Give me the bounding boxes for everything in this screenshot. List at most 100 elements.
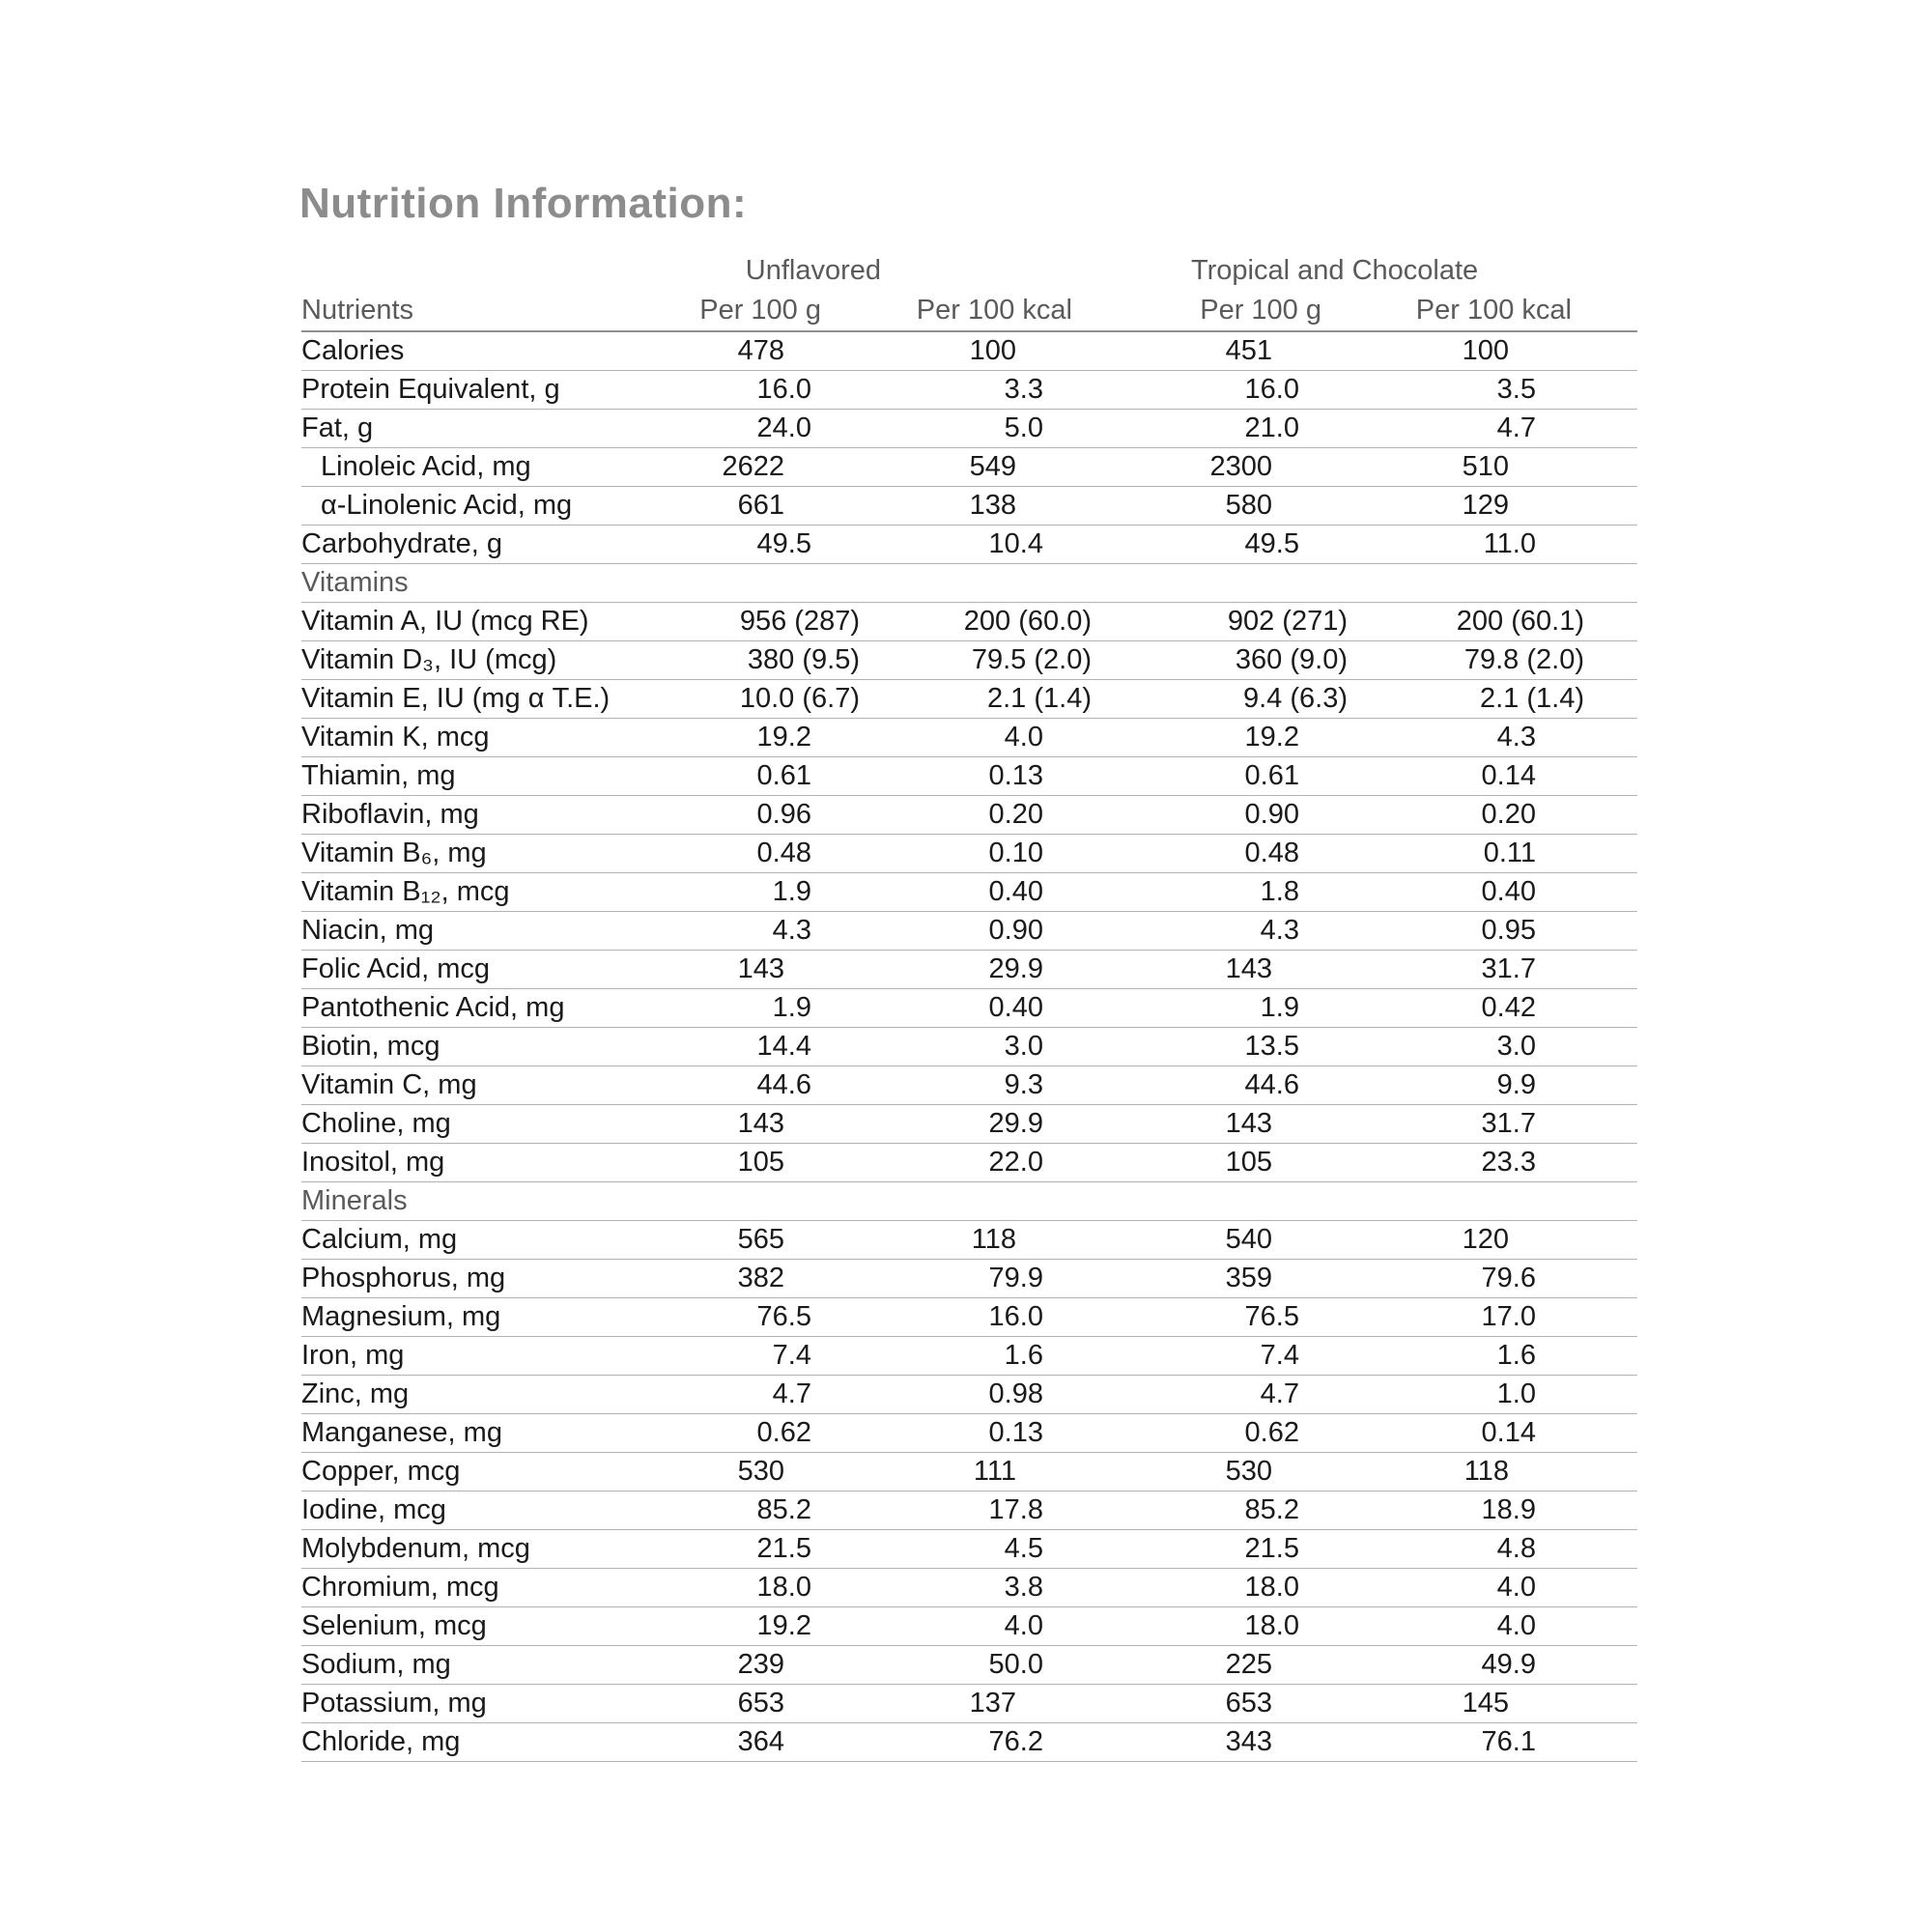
value-cell: 451	[1225, 335, 1272, 366]
value-cell: 17.0	[1481, 1301, 1536, 1332]
value-cell: 2622	[722, 451, 784, 482]
value-cell: 118	[1463, 1456, 1509, 1487]
value-cell: 100	[1462, 335, 1509, 366]
value-cell: 19.2	[756, 722, 811, 753]
row-label: Choline, mg	[301, 1108, 451, 1139]
value-cell: 4.0	[1004, 722, 1043, 753]
value-cell: 530	[1225, 1456, 1272, 1487]
row-label: Biotin, mcg	[301, 1031, 440, 1062]
value-cell: 200 (60.0)	[963, 606, 1092, 637]
table-row: Protein Equivalent, g 16.0 3.3 16.0 3.5	[301, 371, 1637, 410]
table-row: Niacin, mg 4.3 0.90 4.3 0.95	[301, 912, 1637, 951]
value-cell: 85.2	[756, 1494, 811, 1525]
value-cell: 0.98	[988, 1378, 1043, 1409]
value-cell: 0.40	[988, 876, 1043, 907]
value-cell: 18.0	[1244, 1572, 1299, 1603]
value-cell: 9.3	[1004, 1069, 1043, 1100]
value-cell: 4.3	[1496, 722, 1536, 753]
table-row: Sodium, mg 239 50.0 225 49.9	[301, 1646, 1637, 1685]
value-cell: 0.10	[988, 838, 1043, 868]
value-cell: 44.6	[1244, 1069, 1299, 1100]
value-cell: 4.7	[1260, 1378, 1299, 1409]
value-cell: 0.96	[756, 799, 811, 830]
table-row: Vitamin K, mcg 19.2 4.0 19.2 4.3	[301, 719, 1637, 757]
value-cell: 0.13	[988, 1417, 1043, 1448]
table-row: Calories 478 100 451 100	[301, 332, 1637, 371]
value-cell: 118	[971, 1224, 1016, 1255]
table-row: Calcium, mg 565 118 540 120	[301, 1221, 1637, 1260]
row-label: Iron, mg	[301, 1340, 405, 1371]
value-cell: 11.0	[1483, 528, 1536, 559]
row-label: Phosphorus, mg	[301, 1263, 506, 1293]
value-cell: 111	[973, 1456, 1016, 1487]
value-cell: 79.9	[988, 1263, 1043, 1293]
value-cell: 549	[969, 451, 1016, 482]
value-cell: 0.61	[1244, 760, 1299, 791]
row-label: Vitamin A, IU (mcg RE)	[301, 606, 589, 637]
value-cell: 239	[737, 1649, 784, 1680]
value-cell: 382	[737, 1263, 784, 1293]
table-row: Magnesium, mg 76.5 16.0 76.5 17.0	[301, 1298, 1637, 1337]
table-row: Riboflavin, mg 0.96 0.20 0.90 0.20	[301, 796, 1637, 835]
value-cell: 19.2	[756, 1610, 811, 1641]
value-cell: 3.0	[1004, 1031, 1043, 1062]
table-row: Selenium, mcg 19.2 4.0 18.0 4.0	[301, 1607, 1637, 1646]
value-cell: 360 (9.0)	[1235, 644, 1348, 675]
row-label: Chloride, mg	[301, 1726, 461, 1757]
value-cell: 510	[1462, 451, 1509, 482]
value-cell: 0.40	[988, 992, 1043, 1023]
value-cell: 10.4	[988, 528, 1043, 559]
value-cell: 0.40	[1481, 876, 1536, 907]
row-label: Vitamin E, IU (mg α T.E.)	[301, 683, 611, 714]
column-header-nutrients: Nutrients	[301, 295, 414, 326]
value-cell: 79.6	[1481, 1263, 1536, 1293]
group-header-unflavored: Unflavored	[745, 255, 881, 286]
row-label: α-Linolenic Acid, mg	[321, 490, 573, 521]
value-cell: 4.7	[1496, 412, 1536, 443]
column-header-cell: Per 100 g	[1043, 290, 1321, 330]
table-row: Molybdenum, mcg 21.5 4.5 21.5 4.8	[301, 1530, 1637, 1569]
value-cell: 4.0	[1496, 1572, 1536, 1603]
value-cell: 105	[1225, 1147, 1272, 1178]
value-cell: 380 (9.5)	[747, 644, 860, 675]
value-cell: 580	[1225, 490, 1272, 521]
value-cell: 120	[1462, 1224, 1509, 1255]
table-row: Phosphorus, mg 382 79.9 359 79.6	[301, 1260, 1637, 1298]
value-cell: 200 (60.1)	[1456, 606, 1584, 637]
value-cell: 0.14	[1481, 760, 1536, 791]
value-cell: 0.14	[1481, 1417, 1536, 1448]
value-cell: 902 (271)	[1227, 606, 1348, 637]
value-cell: 29.9	[988, 953, 1043, 984]
value-cell: 0.90	[1244, 799, 1299, 830]
row-label: Linoleic Acid, mg	[321, 451, 531, 482]
row-label: Inositol, mg	[301, 1147, 445, 1178]
table-row: Vitamin B₁₂, mcg 1.9 0.40 1.8 0.40	[301, 873, 1637, 912]
value-cell: 143	[737, 1108, 784, 1139]
value-cell: 0.48	[756, 838, 811, 868]
group-header-cell: Unflavored	[541, 251, 881, 290]
value-cell: 653	[737, 1688, 784, 1719]
group-header-tropical: Tropical and Chocolate	[1191, 255, 1479, 286]
value-cell: 2300	[1209, 451, 1272, 482]
value-cell: 9.4 (6.3)	[1243, 683, 1348, 714]
value-cell: 4.0	[1004, 1610, 1043, 1641]
value-cell: 3.0	[1496, 1031, 1536, 1062]
row-label: Protein Equivalent, g	[301, 374, 560, 405]
table-row: Choline, mg 143 29.9 143 31.7	[301, 1105, 1637, 1144]
table-row: Chloride, mg 364 76.2 343 76.1	[301, 1723, 1637, 1762]
value-cell: 14.4	[756, 1031, 811, 1062]
row-label: Niacin, mg	[301, 915, 434, 946]
value-cell: 0.20	[1481, 799, 1536, 830]
table-row: Iron, mg 7.4 1.6 7.4 1.6	[301, 1337, 1637, 1376]
table-row: Vitamin B₆, mg 0.48 0.10 0.48 0.11	[301, 835, 1637, 873]
row-label: Vitamin K, mcg	[301, 722, 490, 753]
value-cell: 21.5	[1244, 1533, 1299, 1564]
value-cell: 76.5	[756, 1301, 811, 1332]
row-label: Thiamin, mg	[301, 760, 456, 791]
row-label: Molybdenum, mcg	[301, 1533, 530, 1564]
table-row: Iodine, mcg 85.2 17.8 85.2 18.9	[301, 1492, 1637, 1530]
row-label: Carbohydrate, g	[301, 528, 502, 559]
row-label: Vitamin B₁₂, mcg	[301, 876, 510, 907]
table-row: Vitamin D₃, IU (mcg) 380 (9.5) 79.5 (2.0) 3…	[301, 641, 1637, 680]
value-cell: 105	[737, 1147, 784, 1178]
